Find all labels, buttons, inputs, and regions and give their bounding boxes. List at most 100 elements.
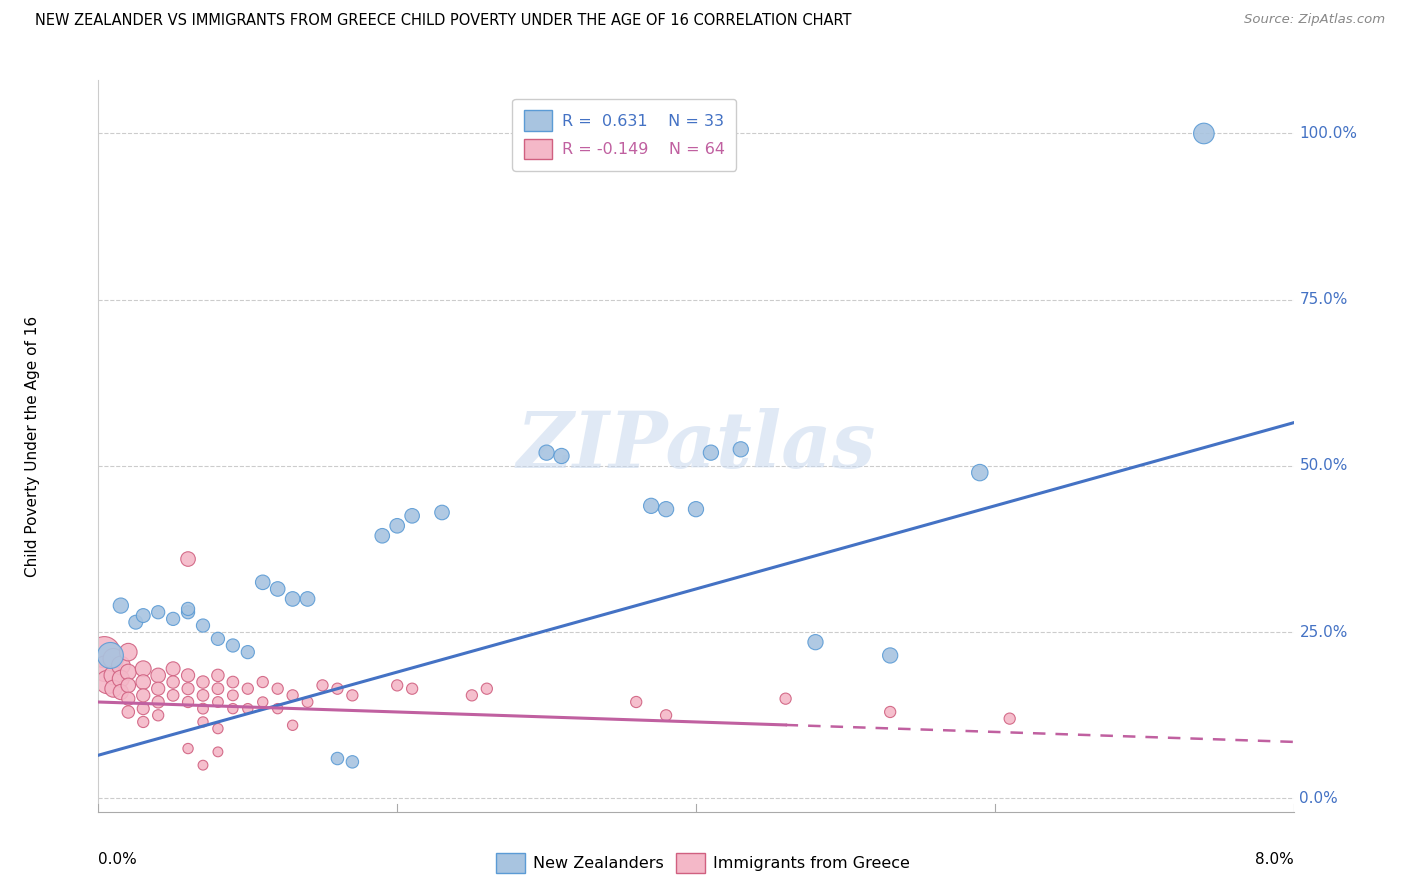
Text: 25.0%: 25.0% [1299, 624, 1348, 640]
Point [148, 605, 170, 619]
Point [207, 681, 229, 696]
Point [117, 691, 139, 706]
Point [267, 701, 290, 715]
Text: Source: ZipAtlas.com: Source: ZipAtlas.com [1244, 13, 1385, 27]
Point [236, 681, 259, 696]
Text: 100.0%: 100.0% [1299, 126, 1358, 141]
Text: 0.0%: 0.0% [1299, 791, 1339, 805]
Point [430, 506, 453, 520]
Point [117, 705, 139, 719]
Point [685, 502, 707, 516]
Point [461, 689, 484, 703]
Point [281, 718, 304, 732]
Legend: R =  0.631    N = 33, R = -0.149    N = 64: R = 0.631 N = 33, R = -0.149 N = 64 [512, 99, 737, 170]
Point [297, 695, 319, 709]
Text: NEW ZEALANDER VS IMMIGRANTS FROM GREECE CHILD POVERTY UNDER THE AGE OF 16 CORREL: NEW ZEALANDER VS IMMIGRANTS FROM GREECE … [35, 13, 852, 29]
Point [969, 466, 991, 480]
Point [222, 639, 245, 653]
Point [132, 689, 155, 703]
Point [177, 668, 200, 682]
Point [297, 591, 319, 606]
Point [98, 648, 122, 663]
Point [191, 618, 214, 632]
Point [148, 668, 170, 682]
Point [162, 662, 184, 676]
Point [132, 608, 155, 623]
Point [236, 701, 259, 715]
Point [998, 712, 1021, 726]
Point [775, 691, 797, 706]
Text: 0.0%: 0.0% [98, 852, 138, 867]
Point [879, 648, 901, 663]
Point [162, 689, 184, 703]
Point [191, 701, 214, 715]
Point [550, 449, 572, 463]
Point [148, 695, 170, 709]
Point [191, 758, 214, 772]
Point [342, 689, 364, 703]
Point [252, 695, 274, 709]
Point [207, 695, 229, 709]
Point [103, 668, 125, 682]
Point [281, 689, 304, 703]
Point [117, 678, 139, 692]
Point [1192, 127, 1215, 141]
Point [311, 678, 333, 692]
Point [730, 442, 752, 457]
Point [132, 675, 155, 690]
Point [177, 681, 200, 696]
Point [267, 582, 290, 596]
Point [110, 685, 132, 699]
Point [640, 499, 662, 513]
Point [326, 751, 349, 765]
Point [110, 672, 132, 686]
Point [536, 445, 558, 459]
Text: ZIPatlas: ZIPatlas [516, 408, 876, 484]
Point [125, 615, 148, 630]
Point [222, 675, 245, 690]
Text: Child Poverty Under the Age of 16: Child Poverty Under the Age of 16 [25, 316, 41, 576]
Point [132, 701, 155, 715]
Point [655, 708, 678, 723]
Point [162, 675, 184, 690]
Point [281, 591, 304, 606]
Point [93, 645, 115, 659]
Point [879, 705, 901, 719]
Point [177, 695, 200, 709]
Text: 75.0%: 75.0% [1299, 293, 1348, 307]
Point [177, 741, 200, 756]
Point [326, 681, 349, 696]
Point [700, 445, 723, 459]
Point [655, 502, 678, 516]
Point [475, 681, 498, 696]
Point [236, 645, 259, 659]
Point [371, 529, 394, 543]
Legend: New Zealanders, Immigrants from Greece: New Zealanders, Immigrants from Greece [489, 847, 917, 880]
Point [103, 652, 125, 666]
Point [207, 632, 229, 646]
Point [222, 689, 245, 703]
Point [191, 714, 214, 729]
Text: 50.0%: 50.0% [1299, 458, 1348, 474]
Point [342, 755, 364, 769]
Point [385, 678, 409, 692]
Point [624, 695, 647, 709]
Point [252, 575, 274, 590]
Point [191, 689, 214, 703]
Point [94, 662, 117, 676]
Text: 8.0%: 8.0% [1254, 852, 1294, 867]
Point [132, 662, 155, 676]
Point [148, 708, 170, 723]
Point [207, 745, 229, 759]
Point [385, 518, 409, 533]
Point [148, 681, 170, 696]
Point [117, 645, 139, 659]
Point [267, 681, 290, 696]
Point [96, 675, 118, 690]
Point [207, 668, 229, 682]
Point [103, 681, 125, 696]
Point [401, 508, 423, 523]
Point [177, 605, 200, 619]
Point [804, 635, 827, 649]
Point [162, 612, 184, 626]
